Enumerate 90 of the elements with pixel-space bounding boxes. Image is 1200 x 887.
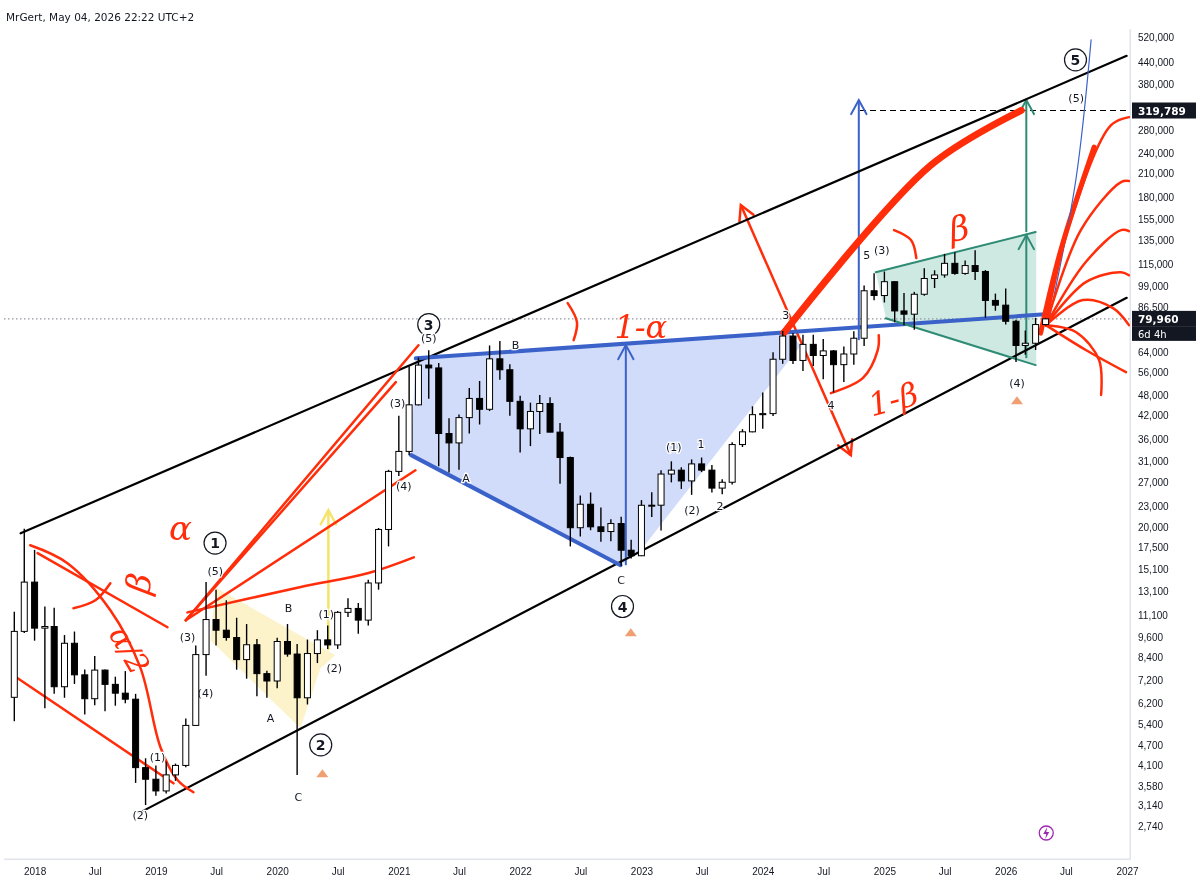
x-tick-label: 2027: [1116, 866, 1140, 878]
x-tick-label: 2025: [873, 866, 897, 878]
y-tick-label: 86,500: [1138, 301, 1170, 313]
y-tick-label: 15,100: [1138, 564, 1170, 576]
y-tick-label: 7,200: [1138, 675, 1164, 687]
y-tick-label: 31,000: [1138, 456, 1170, 468]
y-tick-label: 520,000: [1138, 32, 1175, 44]
y-tick-label: 280,000: [1138, 125, 1175, 137]
x-tick-label: 2026: [995, 866, 1018, 878]
annotation: 1-β: [864, 374, 923, 425]
annotation: (3): [873, 244, 890, 258]
y-tick-label: 64,000: [1138, 347, 1170, 359]
y-tick-label: 4,700: [1138, 739, 1164, 751]
y-tick-label: 17,500: [1138, 541, 1170, 553]
y-tick-label: 155,000: [1138, 214, 1175, 226]
y-tick-label: 440,000: [1138, 57, 1175, 69]
y-tick-label: 2,740: [1138, 820, 1164, 832]
annotation: 1: [697, 438, 705, 452]
y-tick-label: 9,600: [1138, 632, 1164, 644]
annotation: (3): [389, 397, 406, 411]
x-tick-label: Jul: [88, 866, 102, 878]
y-tick-label: 240,000: [1138, 148, 1175, 160]
ref-line-label: 79,960: [1138, 312, 1179, 325]
annotation: (1): [149, 751, 166, 765]
annotation: β: [943, 206, 973, 251]
y-tick-label: 20,000: [1138, 521, 1170, 533]
text: 6d 4h: [1138, 328, 1167, 340]
annotation: (2): [684, 504, 700, 518]
annotation: (5): [1068, 92, 1084, 106]
annotation: (2): [326, 662, 343, 676]
y-tick-label: 99,000: [1138, 281, 1170, 293]
annotation: 5: [1070, 51, 1081, 68]
y-tick-label: 8,400: [1138, 652, 1164, 664]
annotation: B: [511, 339, 520, 353]
annotation: β: [117, 569, 161, 599]
x-tick-label: Jul: [695, 866, 709, 878]
annotation: 3: [423, 316, 434, 333]
x-tick-label: Jul: [210, 866, 223, 878]
x-tick-label: 2024: [752, 866, 775, 878]
y-tick-label: 380,000: [1138, 79, 1175, 91]
annotation: 1-α: [614, 308, 668, 347]
annotation: A: [462, 472, 471, 486]
x-tick-label: Jul: [453, 866, 466, 878]
x-tick-label: Jul: [1059, 866, 1073, 878]
chart-title: MrGert, May 04, 2026 22:22 UTC+2: [6, 11, 195, 23]
annotation: (4): [396, 480, 412, 494]
annotation: A: [266, 712, 275, 726]
x-tick-label: Jul: [817, 866, 831, 878]
y-tick-label: 13,100: [1138, 585, 1170, 597]
y-tick-label: 42,000: [1138, 410, 1170, 422]
annotation: (4): [1009, 377, 1025, 391]
y-tick-label: 210,000: [1138, 168, 1175, 180]
annotation: (5): [420, 332, 437, 346]
y-tick-label: 56,000: [1138, 367, 1170, 379]
y-tick-label: 23,000: [1138, 500, 1170, 512]
y-tick-label: 48,000: [1138, 390, 1170, 402]
x-tick-label: Jul: [574, 866, 588, 878]
y-tick-label: 11,100: [1138, 610, 1169, 622]
annotation: (2): [132, 808, 149, 822]
y-tick-label: 5,400: [1138, 718, 1164, 730]
y-tick-label: 27,000: [1138, 476, 1170, 488]
annotation: (1): [665, 441, 682, 455]
y-tick-label: 6,200: [1138, 697, 1164, 709]
y-tick-label: 4,100: [1138, 760, 1164, 772]
y-tick-label: 135,000: [1138, 234, 1175, 246]
annotation: 4: [617, 598, 628, 615]
x-tick-label: 2020: [266, 866, 290, 878]
x-tick-label: 2023: [630, 866, 654, 878]
annotation: C: [617, 573, 626, 587]
x-tick-label: 2018: [23, 866, 47, 878]
ref-line-label: 319,789: [1138, 104, 1186, 117]
x-tick-label: Jul: [938, 866, 952, 878]
annotation: α: [168, 508, 192, 549]
y-tick-label: 115,000: [1138, 258, 1174, 270]
annotation: 3: [782, 309, 790, 323]
y-tick-label: 36,000: [1138, 433, 1170, 445]
x-tick-label: 2019: [145, 866, 168, 878]
y-tick-label: 3,140: [1138, 800, 1164, 812]
x-tick-label: 2021: [388, 866, 411, 878]
annotation: B: [284, 602, 293, 616]
annotation: (3): [179, 631, 196, 645]
annotation: 2: [315, 736, 326, 753]
y-tick-label: 3,580: [1138, 780, 1164, 792]
annotation: (5): [207, 565, 224, 579]
annotation: 5: [863, 249, 871, 263]
annotation: C: [294, 791, 303, 805]
x-tick-label: Jul: [331, 866, 345, 878]
x-tick-label: 2022: [509, 866, 533, 878]
annotation: 1: [210, 535, 220, 552]
y-tick-label: 180,000: [1138, 191, 1175, 203]
